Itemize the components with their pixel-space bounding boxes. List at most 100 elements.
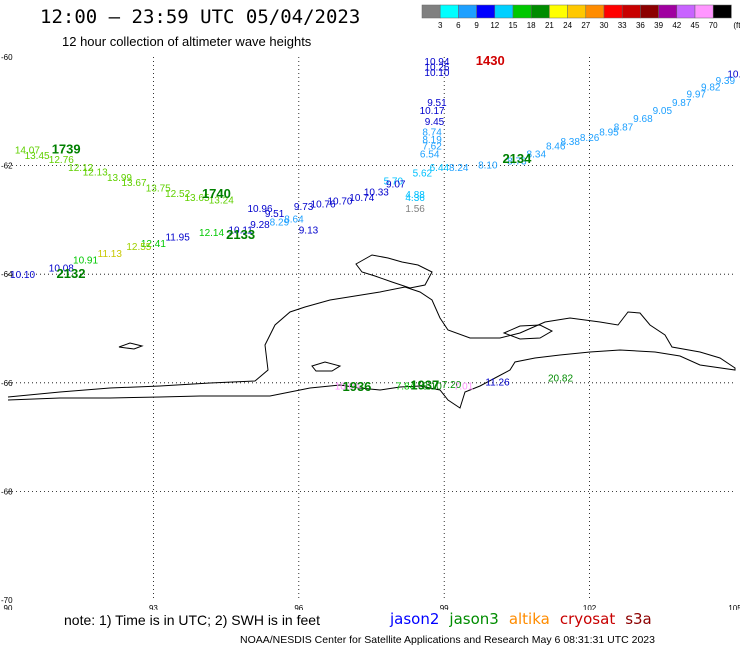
y-tick-label: -64: [1, 270, 13, 279]
pass-time-label: 2134: [502, 151, 532, 166]
legend-jason2: jason2: [390, 610, 440, 628]
wave-height-label: 12.14: [199, 228, 224, 239]
x-tick-label: 105: [728, 604, 740, 610]
y-tick-label: -60: [1, 53, 13, 62]
wave-height-label: 10.26: [424, 63, 449, 74]
pass-time-label: 1937: [410, 377, 439, 392]
wave-height-label: 9.51: [265, 209, 285, 220]
wave-height-label: 8.24: [449, 163, 469, 174]
wave-height-label: 1.56: [405, 204, 425, 215]
wave-height-label: 9.05: [653, 106, 673, 117]
wave-height-label: 12.41: [141, 239, 166, 250]
wave-height-label: 14.07: [15, 146, 40, 157]
satellite-legend: jason2 jason3 altika cryosat s3a: [390, 610, 662, 628]
wave-height-label: 10.70: [327, 197, 352, 208]
colorbar-tick-label: 18: [527, 21, 536, 30]
wave-height-label: 13.99: [107, 173, 132, 184]
colorbar-tick-label: 12: [490, 21, 499, 30]
wave-height-label: 8.10: [478, 160, 498, 171]
footer-note: note: 1) Time is in UTC; 2) SWH is in fe…: [64, 612, 320, 628]
wave-height-label: 10.76: [311, 199, 336, 210]
legend-s3a: s3a: [625, 610, 652, 628]
wave-height-label: 13.75: [146, 184, 171, 195]
wave-height-label: 7.01: [454, 381, 474, 392]
legend-altika: altika: [508, 610, 550, 628]
wave-height-label: 9.45: [425, 117, 445, 128]
wave-height-label: 8.95: [599, 128, 619, 139]
wave-height-label: 10.94: [424, 57, 449, 68]
colorbar-tick-label: 15: [509, 21, 518, 30]
pass-time-label: 1936: [342, 379, 371, 394]
pass-time-label: 1430: [476, 53, 505, 68]
colorbar-tick-label: 42: [672, 21, 681, 30]
colorbar-tick-label: 9: [474, 21, 479, 30]
pass-time-label: 2132: [57, 266, 86, 281]
colorbar-tick-label: 21: [545, 21, 554, 30]
y-tick-label: -62: [1, 162, 13, 171]
wave-height-label: 12.12: [68, 163, 93, 174]
colorbar-tick-label: 39: [654, 21, 663, 30]
chart-title: 12:00 – 23:59 UTC 05/04/2023: [40, 6, 361, 28]
wave-height-label: 10.74: [349, 193, 374, 204]
wave-height-label: 6.44: [430, 163, 450, 174]
wave-height-label: 10.08: [49, 263, 74, 274]
colorbar-tick-label: 6: [456, 21, 461, 30]
pass-time-labels: 1430 1739 1740 2132 2133 2134 1936 1937: [52, 53, 532, 394]
wave-height-label: 8.64: [284, 215, 304, 226]
wave-height-label: 10.04: [335, 381, 360, 392]
pass-time-label: 1739: [52, 142, 81, 157]
wave-height-label: 7.20: [442, 380, 462, 391]
x-tick-label: 99: [440, 604, 449, 610]
wave-height-label: 9.73: [294, 202, 314, 213]
wave-height-label: 10.11: [228, 225, 253, 236]
map-plot: 90 93 96 99 102 105-60-62-64-66-68-70 10.9410…: [1, 53, 740, 610]
colorbar-swatch: [712, 4, 732, 19]
wave-height-label: 9.97: [686, 90, 706, 101]
wave-height-label: 8.19: [422, 135, 442, 146]
y-tick-label: -68: [1, 487, 13, 496]
wave-height-label: 10.10: [10, 270, 35, 281]
wave-height-label: 8.10: [422, 381, 442, 392]
wave-height-label: 10.96: [248, 204, 273, 215]
colorbar-unit: (ft): [733, 21, 740, 30]
wave-height-label: 10.10: [424, 68, 449, 79]
wave-height-label: 11.13: [98, 249, 123, 260]
wave-height-label: 12.76: [49, 155, 74, 166]
wave-height-label: 8.74: [422, 128, 442, 139]
wave-height-label: 10.91: [73, 255, 98, 266]
x-tick-label: 90: [4, 604, 13, 610]
wave-height-label: 9.87: [672, 98, 692, 109]
wave-height-label: 8.34: [527, 149, 547, 160]
wave-height-label: 9.28: [250, 220, 270, 231]
wave-height-label: 9.51: [427, 98, 447, 109]
wave-height-label: 13.24: [209, 196, 234, 207]
coastline-island-1: [355, 254, 433, 289]
wave-height-label: 12.13: [83, 167, 108, 178]
graticule: 90 93 96 99 102 105 -60 -62 -64 -66 -68 -70: [1, 53, 740, 610]
chart-subtitle: 12 hour collection of altimeter wave hei…: [62, 34, 312, 49]
wave-height-label: 10.33: [364, 187, 389, 198]
wave-height-label: 12.52: [165, 189, 190, 200]
wave-height-label: 5.62: [413, 168, 433, 179]
wave-height-label: 9.39: [716, 76, 736, 87]
wave-height-label: 8.46: [546, 141, 566, 152]
colorbar-tick-label: 30: [600, 21, 609, 30]
coastline-island-4: [311, 361, 342, 372]
wave-height-label: 9.82: [701, 83, 721, 94]
y-tick-label: -70: [1, 596, 13, 605]
wave-height-label: 4.88: [405, 190, 425, 201]
wave-height-label: 20.82: [548, 374, 573, 385]
wave-height-label: 8.38: [560, 137, 580, 148]
wave-height-label: 10.16: [727, 70, 740, 81]
colorbar-tick-label: 27: [581, 21, 590, 30]
coastline-main: [7, 286, 736, 409]
wave-height-label: 13.45: [25, 151, 50, 162]
wave-height-label: 11.26: [485, 378, 510, 389]
pass-time-label: 1740: [202, 186, 231, 201]
wave-height-label: 11.95: [165, 233, 190, 244]
wave-height-label: 13.65: [185, 193, 210, 204]
wave-height-label: 8.87: [614, 122, 634, 133]
wave-height-label: 4.36: [405, 193, 425, 204]
wave-height-label: 13.67: [121, 178, 146, 189]
